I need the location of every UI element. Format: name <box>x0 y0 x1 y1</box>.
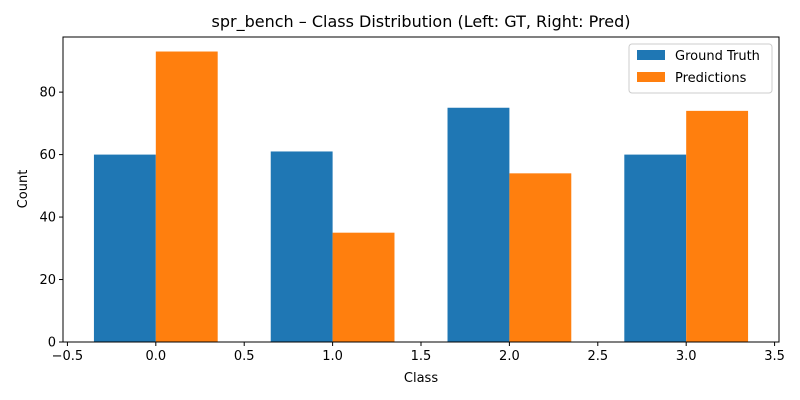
y-tick-label: 0 <box>48 336 56 351</box>
bars-layer <box>93 51 749 343</box>
bar-predictions-class-2 <box>509 173 572 342</box>
legend-label-ground-truth: Ground Truth <box>675 49 760 64</box>
legend-label-predictions: Predictions <box>675 71 747 86</box>
x-tick-label: 2.5 <box>587 349 608 364</box>
bar-predictions-class-1 <box>332 232 395 342</box>
x-tick-label: 3.5 <box>764 349 785 364</box>
y-tick-label: 60 <box>39 148 56 163</box>
bar-ground-truth-class-1 <box>270 151 333 342</box>
y-tick-label: 80 <box>39 86 56 101</box>
x-tick-label: 2.0 <box>499 349 520 364</box>
y-axis: 0 20 40 60 80 <box>39 86 63 351</box>
plot-frame <box>62 36 780 343</box>
bar-predictions-class-0 <box>155 51 218 343</box>
x-tick-label: 1.5 <box>411 349 432 364</box>
y-tick-label: 20 <box>39 273 56 288</box>
chart-title: spr_bench – Class Distribution (Left: GT… <box>212 12 631 32</box>
x-tick-label: 0.0 <box>145 349 166 364</box>
legend-swatch-predictions <box>637 72 665 82</box>
bar-ground-truth-class-3 <box>624 154 687 342</box>
legend: Ground Truth Predictions <box>628 43 773 94</box>
bar-ground-truth-class-0 <box>93 154 156 342</box>
y-tick-label: 40 <box>39 211 56 226</box>
x-tick-label: 0.5 <box>234 349 255 364</box>
x-axis: −0.5 0.0 0.5 1.0 1.5 2.0 2.5 3.0 3.5 <box>52 342 785 364</box>
x-tick-label: −0.5 <box>52 349 84 364</box>
x-tick-label: 3.0 <box>676 349 697 364</box>
x-tick-label: 1.0 <box>322 349 343 364</box>
y-axis-label: Count <box>16 170 31 209</box>
x-axis-label: Class <box>404 371 438 386</box>
bar-predictions-class-3 <box>686 110 749 343</box>
bar-ground-truth-class-2 <box>447 107 510 342</box>
legend-swatch-ground-truth <box>637 50 665 60</box>
